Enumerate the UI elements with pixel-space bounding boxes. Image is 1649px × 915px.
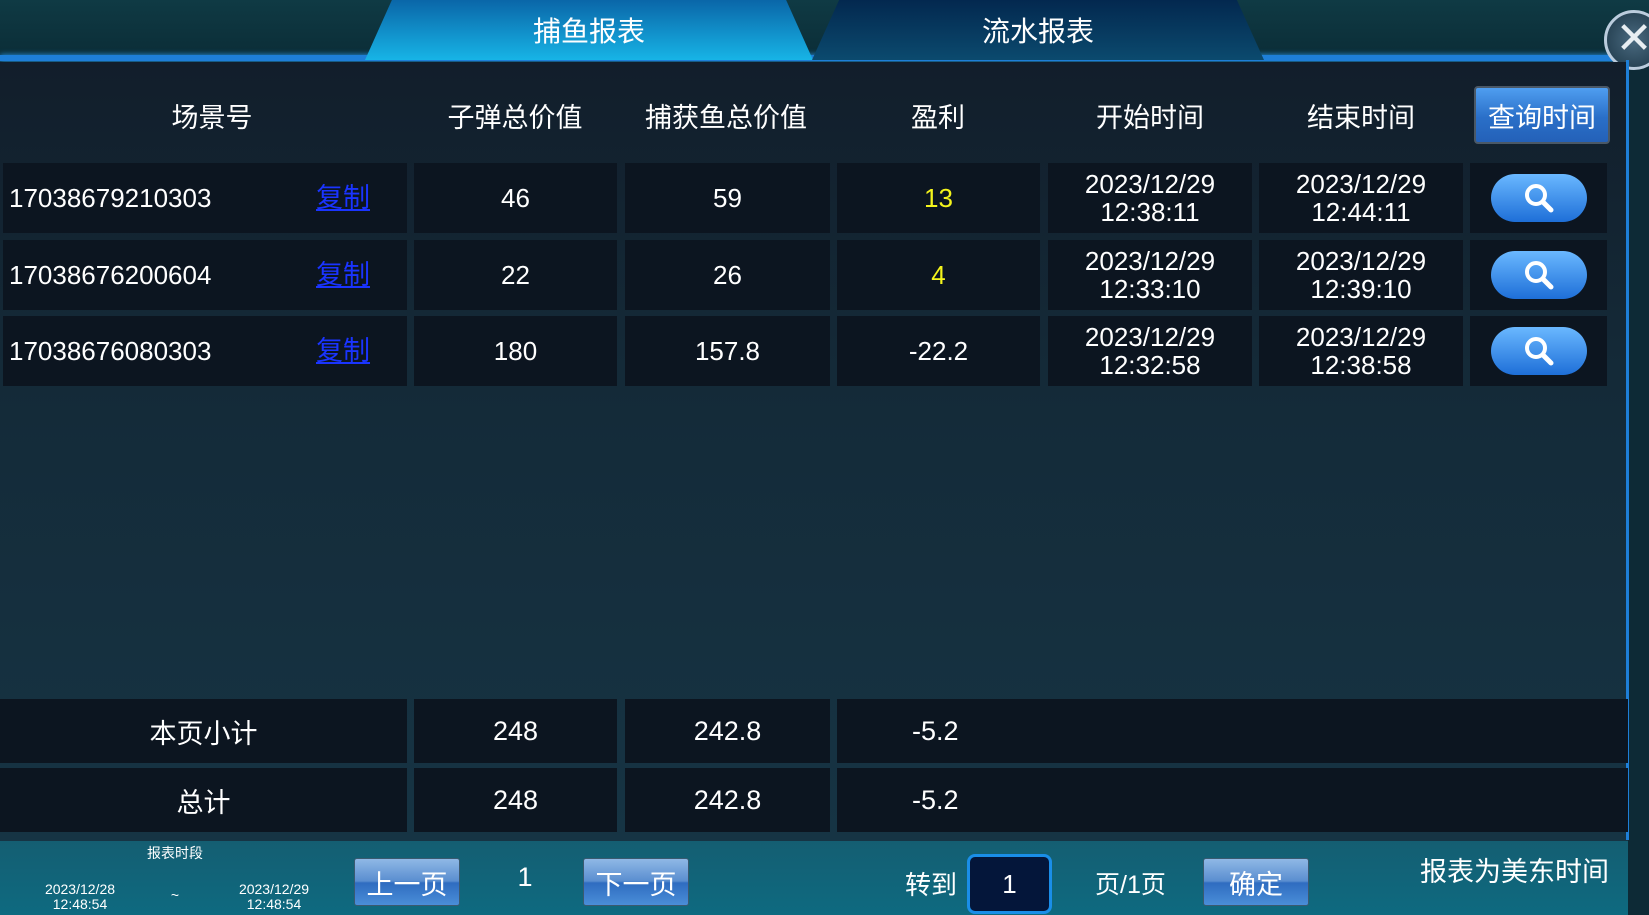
panel-edge: [1626, 60, 1629, 840]
column-header: 结束时间: [1307, 103, 1415, 133]
catch-cell: 59: [625, 163, 830, 233]
table-row-scene: 17038679210303 复制: [3, 163, 407, 233]
end-time: 12:39:10: [1310, 274, 1412, 304]
action-cell: [1470, 240, 1607, 310]
end-time: 12:44:11: [1311, 197, 1411, 227]
search-icon: [1524, 337, 1553, 366]
column-header: 开始时间: [1096, 103, 1204, 133]
tab-flow-report[interactable]: 流水报表: [812, 0, 1264, 60]
bullet-cell: 180: [414, 316, 617, 386]
summary-label: 总计: [0, 768, 407, 832]
end-date: 2023/12/29: [1295, 322, 1427, 352]
start-date: 2023/12/29: [1084, 169, 1216, 199]
scene-id: 17038676080303: [9, 336, 212, 366]
summary-bullet: 248: [414, 699, 617, 763]
period-from: 2023/12/28 12:48:54: [30, 882, 130, 912]
scene-id: 17038676200604: [9, 260, 212, 290]
start-cell: 2023/12/29 12:33:10: [1048, 240, 1252, 310]
start-cell: 2023/12/29 12:38:11: [1048, 163, 1252, 233]
profit-value: 4: [931, 260, 946, 290]
profit-cell: -22.2: [837, 316, 1040, 386]
period-separator: ~: [170, 887, 180, 903]
footer-bar: [0, 841, 1628, 915]
start-time: 12:32:58: [1099, 350, 1201, 380]
start-time: 12:38:11: [1100, 197, 1200, 227]
next-page-button[interactable]: 下一页: [583, 858, 689, 906]
to-time: 12:48:54: [246, 896, 302, 912]
catch-value: 59: [713, 183, 742, 213]
catch-value: 157.8: [694, 336, 761, 366]
summary-catch: 242.8: [625, 699, 830, 763]
bullet-value: 22: [501, 260, 530, 290]
goto-page-input[interactable]: 1: [967, 854, 1052, 914]
timezone-note: 报表为美东时间: [1420, 857, 1609, 887]
action-cell: [1470, 163, 1607, 233]
column-header: 盈利: [911, 103, 965, 133]
start-cell: 2023/12/29 12:32:58: [1048, 316, 1252, 386]
bullet-cell: 46: [414, 163, 617, 233]
column-header: 子弹总价值: [447, 103, 583, 133]
catch-value: 26: [713, 260, 742, 290]
scene-id: 17038679210303: [9, 183, 212, 213]
query-time-button[interactable]: 查询时间: [1474, 86, 1610, 144]
column-header: 场景号: [171, 103, 253, 133]
start-time: 12:33:10: [1099, 274, 1201, 304]
end-date: 2023/12/29: [1295, 169, 1427, 199]
profit-value: -22.2: [908, 336, 969, 366]
period-label: 报表时段: [147, 845, 203, 861]
start-date: 2023/12/29: [1084, 246, 1216, 276]
search-button[interactable]: [1490, 251, 1587, 299]
summary-profit: -5.2: [837, 699, 1628, 763]
end-cell: 2023/12/29 12:44:11: [1259, 163, 1463, 233]
summary-catch: 242.8: [625, 768, 830, 832]
end-date: 2023/12/29: [1295, 246, 1427, 276]
copy-link[interactable]: 复制: [316, 260, 370, 290]
start-date: 2023/12/29: [1084, 322, 1216, 352]
prev-page-button[interactable]: 上一页: [354, 858, 460, 906]
summary-profit: -5.2: [837, 768, 1628, 832]
profit-value: 13: [924, 183, 953, 213]
end-time: 12:38:58: [1310, 350, 1412, 380]
end-cell: 2023/12/29 12:38:58: [1259, 316, 1463, 386]
search-icon: [1524, 184, 1553, 213]
confirm-button[interactable]: 确定: [1203, 858, 1309, 906]
summary-bullet: 248: [414, 768, 617, 832]
profit-cell: 13: [837, 163, 1040, 233]
bullet-value: 46: [501, 183, 530, 213]
catch-cell: 26: [625, 240, 830, 310]
tab-fishing-report[interactable]: 捕鱼报表: [365, 0, 813, 60]
from-date: 2023/12/28: [44, 881, 116, 897]
copy-link[interactable]: 复制: [316, 183, 370, 213]
bullet-value: 180: [493, 336, 538, 366]
copy-link[interactable]: 复制: [316, 336, 370, 366]
table-row-scene: 17038676200604 复制: [3, 240, 407, 310]
summary-label: 本页小计: [0, 699, 407, 763]
bullet-cell: 22: [414, 240, 617, 310]
current-page: 1: [517, 862, 533, 892]
end-cell: 2023/12/29 12:39:10: [1259, 240, 1463, 310]
catch-cell: 157.8: [625, 316, 830, 386]
from-time: 12:48:54: [52, 896, 108, 912]
action-cell: [1470, 316, 1607, 386]
search-button[interactable]: [1490, 327, 1587, 375]
to-date: 2023/12/29: [238, 881, 310, 897]
search-button[interactable]: [1490, 174, 1587, 222]
period-to: 2023/12/29 12:48:54: [224, 882, 324, 912]
column-header: 捕获鱼总价值: [645, 103, 807, 133]
total-pages: 页/1页: [1095, 871, 1166, 899]
profit-cell: 4: [837, 240, 1040, 310]
goto-label: 转到: [905, 870, 958, 900]
search-icon: [1524, 261, 1553, 290]
table-row-scene: 17038676080303 复制: [3, 316, 407, 386]
